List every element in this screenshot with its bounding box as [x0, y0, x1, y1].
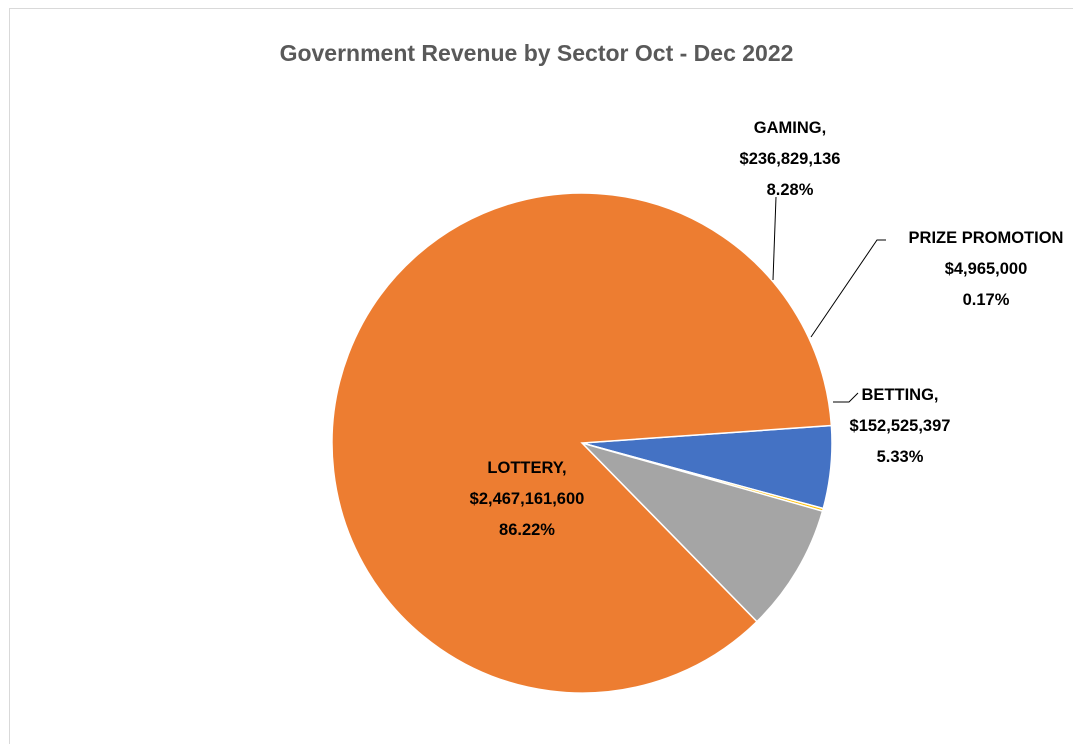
- data-label: GAMING, $236,829,136 8.28%: [740, 119, 841, 199]
- slice-name-label: BETTING,: [862, 386, 939, 404]
- leader-lines: [772, 196, 886, 403]
- slice-value-label: $2,467,161,600: [470, 490, 585, 508]
- slice-percent-label: 86.22%: [499, 521, 555, 539]
- slice-value-label: $4,965,000: [945, 260, 1028, 278]
- pie-slice-lottery: [331, 192, 833, 694]
- data-label: BETTING, $152,525,397 5.33%: [850, 386, 951, 466]
- data-label: PRIZE PROMOTION $4,965,000 0.17%: [909, 229, 1064, 309]
- leader-line: [772, 196, 777, 281]
- data-labels: BETTING, $152,525,397 5.33% PRIZE PROMOTION…: [470, 119, 1064, 539]
- chart-title: Government Revenue by Sector Oct - Dec 2…: [279, 40, 794, 66]
- leader-line: [810, 239, 886, 338]
- pie-slice-gaming: [579, 441, 824, 623]
- slice-percent-label: 5.33%: [877, 448, 924, 466]
- slice-name-label: PRIZE PROMOTION: [909, 229, 1064, 247]
- slice-name-label: GAMING,: [754, 119, 826, 137]
- leader-line: [833, 392, 859, 403]
- data-label: LOTTERY, $2,467,161,600 86.22%: [470, 459, 585, 539]
- pie-slices: [331, 192, 833, 694]
- slice-percent-label: 8.28%: [767, 181, 814, 199]
- slice-value-label: $236,829,136: [740, 150, 841, 168]
- slice-name-label: LOTTERY,: [487, 459, 566, 477]
- slice-value-label: $152,525,397: [850, 417, 951, 435]
- slice-percent-label: 0.17%: [963, 291, 1010, 309]
